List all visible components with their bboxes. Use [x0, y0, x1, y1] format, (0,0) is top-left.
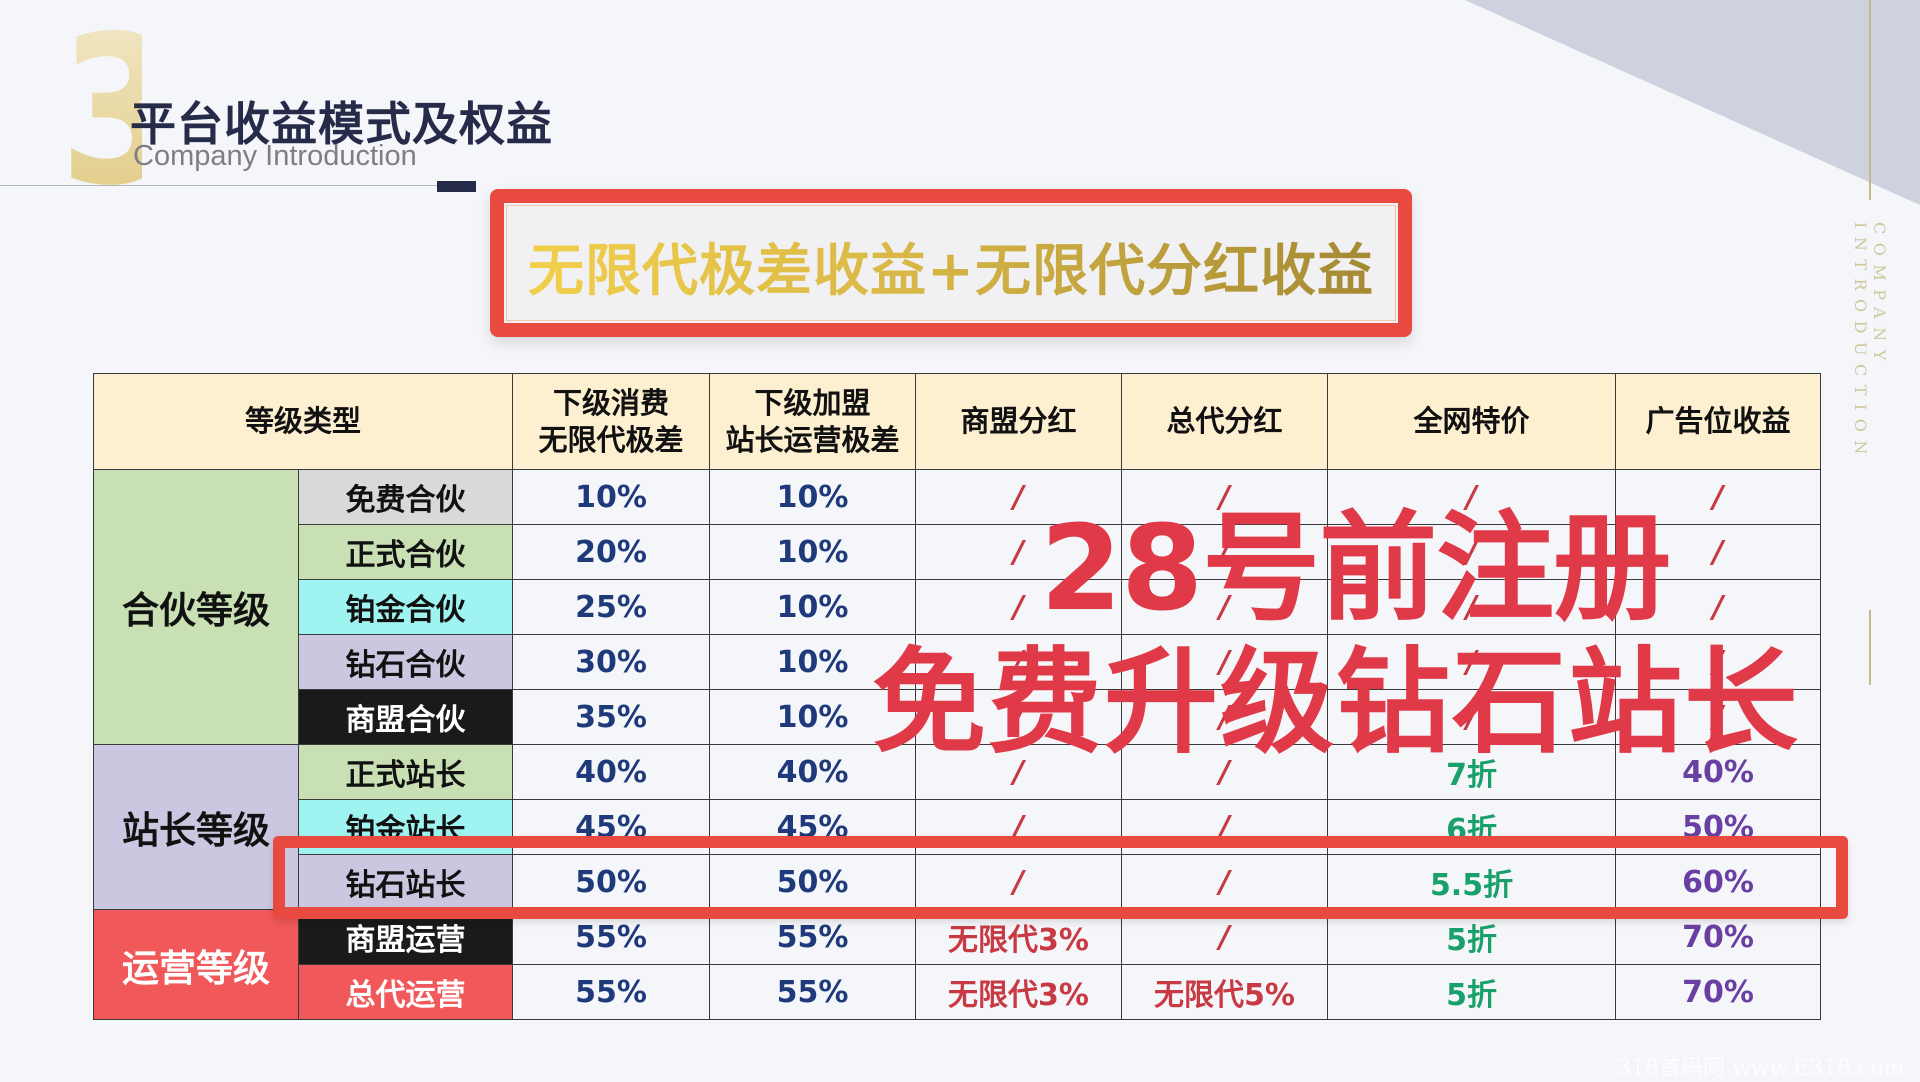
header-text: 下级消费 [553, 385, 670, 420]
table-header-row: 等级类型 下级消费 无限代极差 下级加盟 站长运营极差 商盟分红 总代分红 全网… [92, 373, 1822, 470]
cell-consume: 35% [512, 689, 711, 745]
header-text: 下级加盟 [754, 385, 871, 420]
page-title: 平台收益模式及权益 [130, 97, 553, 151]
side-gold-line-top [1869, 0, 1871, 200]
cell-consume: 55% [512, 964, 711, 1020]
side-vertical-text: COMPANY INTRODUCTION [1851, 222, 1889, 463]
title-divider [0, 185, 440, 186]
header-level-type: 等级类型 [92, 373, 514, 470]
cell-price: 5折 [1327, 964, 1617, 1020]
cell-join: 10% [709, 689, 917, 745]
side-gold-line-bottom [1869, 610, 1871, 685]
level-cell: 商盟合伙 [297, 689, 514, 745]
header-downline-consume: 下级消费 无限代极差 [512, 373, 711, 470]
table-row: 正式合伙 20% 10% / / / / [94, 524, 1822, 580]
cell-price: / [1327, 579, 1617, 635]
cell-alliance: / [915, 469, 1123, 525]
title-accent-bar [437, 181, 476, 192]
cell-join: 10% [709, 469, 917, 525]
watermark: 318首码网 www.E318.com [1617, 1056, 1905, 1081]
level-cell: 钻石站长 [297, 854, 514, 910]
cell-price: / [1327, 634, 1617, 690]
group-ops: 运营等级 [93, 909, 299, 1020]
cell-consume: 10% [512, 469, 711, 525]
level-cell: 正式合伙 [297, 524, 514, 580]
cell-alliance: / [915, 579, 1123, 635]
group-partner: 合伙等级 [93, 469, 299, 745]
cell-alliance: / [915, 854, 1123, 910]
cell-agent: / [1121, 854, 1329, 910]
cell-ads: / [1615, 634, 1822, 690]
highlight-row-frame [273, 836, 1848, 919]
cell-price: / [1327, 469, 1617, 525]
cell-price: 7折 [1327, 744, 1617, 800]
table-row: 铂金合伙 25% 10% / / / / [94, 579, 1822, 635]
header-agent-dividend: 总代分红 [1121, 373, 1329, 470]
table-row: 合伙等级 免费合伙 10% 10% / / / / [93, 469, 1822, 745]
cell-consume: 20% [512, 524, 711, 580]
cell-join: 10% [709, 524, 917, 580]
cell-join: 50% [709, 854, 917, 910]
table-row: 钻石合伙 30% 10% / / / / [94, 634, 1822, 690]
cell-join: 10% [709, 579, 917, 635]
cell-join: 40% [709, 744, 917, 800]
page-subtitle: Company Introduction [133, 140, 417, 172]
level-cell: 总代运营 [297, 964, 514, 1020]
table-row: 总代运营 55% 55% 无限代3% 无限代5% 5折 70% [94, 964, 1822, 1020]
header-ad-revenue: 广告位收益 [1615, 373, 1822, 470]
cell-agent: 无限代5% [1121, 964, 1329, 1020]
cell-agent: / [1121, 634, 1329, 690]
headline-banner: 无限代极差收益+无限代分红收益 [490, 189, 1412, 337]
cell-ads: / [1615, 469, 1822, 525]
cell-price: / [1327, 689, 1617, 745]
cell-ads: / [1615, 689, 1822, 745]
banner-text: 无限代极差收益+无限代分红收益 [528, 220, 1374, 307]
cell-alliance: / [915, 744, 1123, 800]
cell-alliance: / [915, 634, 1123, 690]
level-cell: 正式站长 [297, 744, 514, 800]
cell-join: 10% [709, 634, 917, 690]
cell-consume: 25% [512, 579, 711, 635]
level-cell: 钻石合伙 [297, 634, 514, 690]
group-station: 站长等级 [93, 744, 299, 910]
cell-ads: 60% [1615, 854, 1822, 910]
cell-ads: 70% [1615, 964, 1822, 1020]
level-cell: 免费合伙 [297, 469, 514, 525]
table-row: 商盟合伙 35% 10% / / / / [94, 689, 1822, 745]
cell-agent: / [1121, 744, 1329, 800]
cell-alliance: / [915, 689, 1123, 745]
cell-alliance: 无限代3% [915, 964, 1123, 1020]
table-row: 站长等级 正式站长 40% 40% / / 7折 40% [93, 744, 1822, 910]
header-text: 无限代极差 [538, 422, 684, 457]
cell-consume: 30% [512, 634, 711, 690]
cell-price: / [1327, 524, 1617, 580]
benefits-table: 等级类型 下级消费 无限代极差 下级加盟 站长运营极差 商盟分红 总代分红 全网… [92, 373, 1822, 1020]
cell-agent: / [1121, 579, 1329, 635]
cell-agent: / [1121, 689, 1329, 745]
cell-ads: / [1615, 579, 1822, 635]
cell-agent: / [1121, 524, 1329, 580]
table-row-highlighted: 钻石站长 50% 50% / / 5.5折 60% [94, 854, 1822, 910]
cell-consume: 40% [512, 744, 711, 800]
cell-join: 55% [709, 964, 917, 1020]
header-text: 站长运营极差 [725, 422, 900, 457]
header-alliance-dividend: 商盟分红 [915, 373, 1123, 470]
cell-price: 5.5折 [1327, 854, 1617, 910]
header-downline-join: 下级加盟 站长运营极差 [709, 373, 917, 470]
cell-consume: 50% [512, 854, 711, 910]
level-cell: 铂金合伙 [297, 579, 514, 635]
cell-agent: / [1121, 469, 1329, 525]
cell-ads: 40% [1615, 744, 1822, 800]
cell-alliance: / [915, 524, 1123, 580]
cell-ads: / [1615, 524, 1822, 580]
header-network-price: 全网特价 [1327, 373, 1617, 470]
